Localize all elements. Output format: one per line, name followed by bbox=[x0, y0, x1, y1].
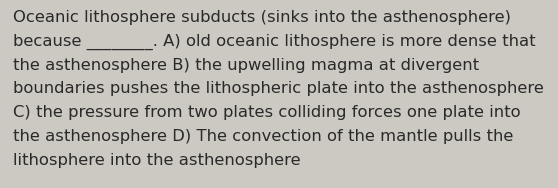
Text: the asthenosphere D) The convection of the mantle pulls the: the asthenosphere D) The convection of t… bbox=[13, 129, 513, 144]
Text: because ________. A) old oceanic lithosphere is more dense that: because ________. A) old oceanic lithosp… bbox=[13, 34, 536, 50]
Text: Oceanic lithosphere subducts (sinks into the asthenosphere): Oceanic lithosphere subducts (sinks into… bbox=[13, 10, 511, 25]
Text: boundaries pushes the lithospheric plate into the asthenosphere: boundaries pushes the lithospheric plate… bbox=[13, 81, 544, 96]
Text: the asthenosphere B) the upwelling magma at divergent: the asthenosphere B) the upwelling magma… bbox=[13, 58, 479, 73]
Text: lithosphere into the asthenosphere: lithosphere into the asthenosphere bbox=[13, 153, 301, 168]
Text: C) the pressure from two plates colliding forces one plate into: C) the pressure from two plates collidin… bbox=[13, 105, 521, 120]
